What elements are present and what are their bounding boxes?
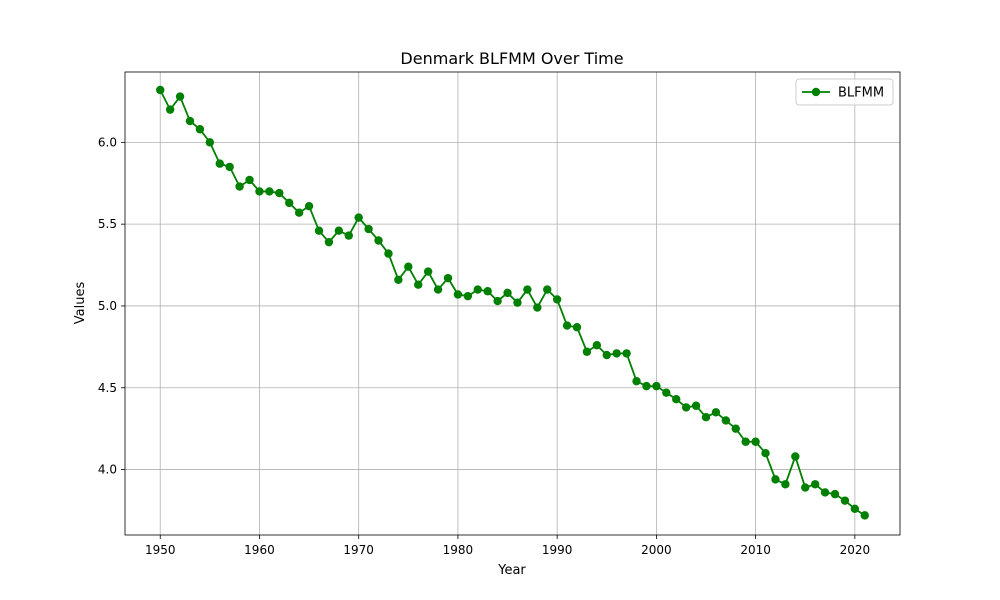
data-point [830,489,840,499]
data-point [860,511,869,520]
data-point [721,416,731,425]
data-point [394,275,403,284]
data-point [414,280,423,289]
data-point [840,496,850,505]
data-point [215,159,224,168]
data-point [801,483,810,492]
legend-marker [811,87,821,97]
data-point [423,267,433,276]
x-tick-label: 1960 [244,543,275,557]
data-point [195,125,205,134]
grid [125,72,900,535]
y-tick-label: 4.0 [98,463,117,477]
data-point [384,249,393,258]
y-axis-label: Values [73,282,88,325]
data-point [701,413,711,422]
data-point [741,437,750,446]
x-tick-label: 1970 [343,543,374,557]
data-point [771,475,780,484]
data-point [165,105,175,114]
data-point [791,452,800,461]
data-point [493,296,502,306]
data-point [711,408,721,417]
data-point [672,395,681,404]
data-point [285,198,294,208]
x-tick-label: 1990 [542,543,573,557]
data-point [483,287,492,296]
data-point [622,349,631,358]
data-point [612,349,621,358]
data-point [810,480,820,489]
y-tick-label: 5.0 [98,299,117,313]
data-point [304,201,314,211]
legend-label: BLFMM [838,86,884,101]
data-point [185,116,195,126]
x-tick-label: 2020 [840,543,871,557]
data-point [652,381,661,391]
data-point [662,388,671,397]
y-tick-label: 6.0 [98,135,117,149]
data-point [294,208,304,217]
data-point [225,162,234,172]
data-point [503,288,512,298]
plot-frame [124,71,901,536]
y-tick-label: 5.5 [98,217,117,231]
legend-box [795,78,894,106]
data-point [731,424,740,433]
chart-title: Denmark BLFMM Over Time [400,49,623,68]
x-axis-label: Year [497,563,526,578]
x-tick-label: 1950 [145,543,176,557]
data-point [552,295,562,304]
data-point [156,85,165,95]
data-point [245,175,254,185]
data-point [592,341,602,350]
data-point [691,401,701,410]
data-point [453,290,463,299]
data-point [443,273,453,283]
data-point [404,262,413,271]
data-point [324,237,334,247]
data-point [314,226,324,235]
axes: 1950 1960 1970 1980 1990 2000 2010 2020 4.0 4.5 5.… [98,135,870,557]
data-point [751,437,760,446]
y-tick-label: 4.5 [98,381,117,395]
data-point [781,480,790,489]
legend: BLFMM [795,78,894,106]
data-point [602,350,611,360]
data-point [572,323,582,332]
data-point [374,236,383,245]
data-point [850,504,860,514]
data-point [364,224,373,234]
data-point [642,381,651,391]
data-point [463,291,473,301]
data-point [473,285,482,294]
data-point [761,449,770,458]
x-tick-label: 2010 [740,543,771,557]
data-point [632,377,641,386]
data-point [265,187,274,196]
series-layer [156,85,869,520]
x-tick-label: 1980 [443,543,474,557]
data-point [433,285,443,294]
data-point [334,226,344,235]
data-point [533,303,542,312]
data-point [344,231,353,240]
data-point [235,182,244,191]
data-point [205,138,215,147]
data-point [562,321,572,330]
data-point [523,285,532,294]
data-point [255,187,264,196]
data-point [681,403,691,412]
data-point [275,188,284,198]
data-point [513,298,522,307]
data-point [354,213,363,222]
data-point [582,347,592,356]
data-point [820,488,830,497]
data-point [543,285,552,294]
x-tick-label: 2000 [641,543,672,557]
data-point [175,92,185,101]
